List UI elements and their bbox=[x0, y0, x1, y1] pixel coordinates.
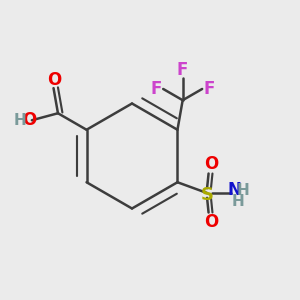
Text: F: F bbox=[203, 80, 214, 98]
Text: O: O bbox=[204, 213, 219, 231]
Text: S: S bbox=[201, 185, 214, 203]
Text: F: F bbox=[177, 61, 188, 79]
Text: F: F bbox=[151, 80, 162, 98]
Text: O: O bbox=[22, 111, 36, 129]
Text: N: N bbox=[227, 181, 241, 199]
Text: H: H bbox=[14, 113, 27, 128]
Text: H: H bbox=[232, 194, 244, 209]
Text: O: O bbox=[204, 155, 219, 173]
Text: H: H bbox=[237, 182, 249, 197]
Text: O: O bbox=[47, 71, 61, 89]
